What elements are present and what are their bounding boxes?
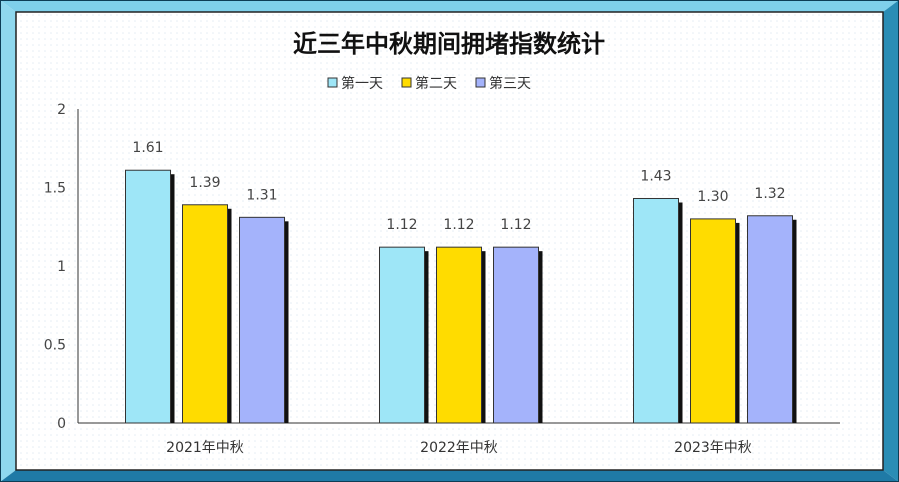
bars: 1.61 1.39 1.31 2021年中秋 1.12 1.12 1.12 2022年中秋 1.…	[125, 140, 797, 456]
bar-3-3	[747, 215, 793, 424]
data-label-1-1: 1.61	[132, 140, 163, 156]
data-label-2-2: 1.12	[443, 217, 474, 233]
bar-2-2	[436, 246, 482, 424]
bar-2-3	[493, 246, 539, 424]
legend-swatch-2	[401, 77, 412, 88]
frame-bevel-top	[0, 0, 899, 12]
legend-swatch-3	[475, 77, 486, 88]
frame-bevel-left	[0, 0, 16, 482]
frame-bevel-right	[883, 0, 899, 482]
bar-3-2	[690, 218, 736, 424]
legend-swatch-1	[327, 77, 338, 88]
bar-1-3	[239, 216, 285, 424]
data-label-3-1: 1.43	[640, 168, 671, 184]
category-label-2: 2022年中秋	[420, 440, 498, 456]
data-label-1-2: 1.39	[189, 175, 220, 191]
y-tick-label-2: 1	[57, 259, 66, 275]
data-label-2-1: 1.12	[386, 217, 417, 233]
y-tick-label-1: 0.5	[44, 338, 66, 354]
category-label-1: 2021年中秋	[166, 440, 244, 456]
data-label-3-2: 1.30	[697, 189, 728, 205]
data-label-2-3: 1.12	[500, 217, 531, 233]
bar-2-1	[379, 246, 425, 424]
legend: 第一天 第二天 第三天	[327, 75, 531, 92]
y-tick-label-0: 0	[57, 416, 66, 432]
legend-label-3: 第三天	[489, 75, 531, 92]
bar-1-1	[125, 169, 171, 424]
bar-1-2	[182, 204, 228, 424]
legend-label-2: 第二天	[415, 75, 457, 92]
legend-label-1: 第一天	[341, 75, 383, 92]
frame-bevel-bottom	[0, 470, 899, 482]
data-label-1-3: 1.31	[246, 187, 277, 203]
data-label-3-3: 1.32	[754, 186, 785, 202]
chart-title: 近三年中秋期间拥堵指数统计	[293, 30, 605, 58]
bar-3-1	[633, 197, 679, 424]
y-tick-label-3: 1.5	[44, 181, 66, 197]
category-label-3: 2023年中秋	[674, 440, 752, 456]
y-tick-label-4: 2	[57, 102, 66, 118]
